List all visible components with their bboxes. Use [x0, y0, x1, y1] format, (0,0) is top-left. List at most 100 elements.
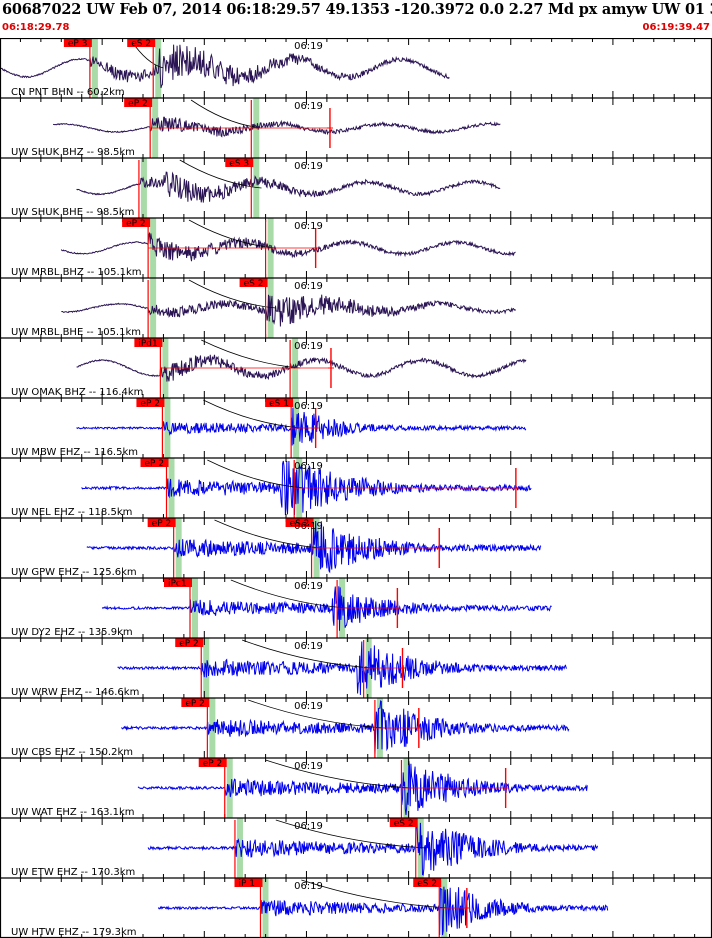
- minute-mark-label: 06:19: [294, 161, 323, 172]
- station-label: UW OMAK BHZ -- 116.4km: [11, 387, 143, 398]
- p-pick-label: eP 2: [140, 399, 160, 409]
- p-pick-label: eP 2: [203, 759, 223, 769]
- waveform-trace: [121, 700, 570, 756]
- station-label: UW HTW EHZ -- 179.3km: [11, 927, 137, 938]
- station-label: UW WRW EHZ -- 146.6km: [11, 687, 139, 698]
- station-label: UW SHUK BHZ -- 98.5km: [11, 147, 135, 158]
- travel-time-curve: [188, 219, 276, 249]
- trace-row: eP 2 06:19 UW SHUK BHZ -- 98.5km: [0, 97, 712, 158]
- trace-row: eP 2 eS 206:19 UW GPW EHZ -- 125.6km: [0, 517, 712, 578]
- travel-time-curve: [214, 519, 322, 549]
- s-pick-label: eS 1: [269, 399, 289, 409]
- time-ticks: [0, 338, 696, 398]
- s-pick-label: eS 2: [394, 819, 414, 829]
- trace-row: eP 2 eS 1 06:19 UW MBW EHZ -- 116.5km: [0, 397, 712, 458]
- s-pick-label: eS 3: [229, 159, 249, 169]
- trace-row: eS 3 06:19 UW SHUK BHE -- 98.5km: [0, 157, 712, 218]
- p-pick-label: eP 2: [145, 459, 165, 469]
- p-pick-flag: [124, 98, 153, 107]
- p-pick-label: eP 2: [179, 639, 199, 649]
- p-pick-flag: [136, 398, 165, 407]
- trace-row: eP 2 06:19 UW WAT EHZ -- 163.1km: [0, 757, 712, 818]
- time-ticks: [0, 578, 696, 638]
- s-pick-flag: [389, 818, 418, 827]
- waveform-trace: [117, 641, 567, 696]
- station-label: UW ETW EHZ -- 170.3km: [11, 867, 135, 878]
- p-pick-label: eP 3: [68, 39, 88, 49]
- minute-mark-label: 06:19: [294, 701, 323, 712]
- minute-mark-label: 06:19: [294, 881, 323, 892]
- p-window-band: [236, 818, 243, 878]
- p-pick-flag: [198, 758, 227, 767]
- travel-time-curve: [301, 879, 450, 909]
- waveform-trace: [61, 294, 516, 327]
- p-pick-flag: [234, 878, 263, 887]
- station-label: UW DY2 EHZ -- 135.9km: [11, 627, 133, 638]
- minute-mark-label: 06:19: [294, 281, 323, 292]
- p-pick-label: eP 2: [185, 699, 205, 709]
- waveform-trace: [157, 886, 609, 936]
- station-label: CN PNT BHN -- 60.2km: [11, 87, 125, 98]
- waveform-trace: [60, 231, 516, 262]
- station-label: UW GPW EHZ -- 125.6km: [11, 567, 137, 578]
- s-pick-label: eS 2: [131, 39, 151, 49]
- p-pick-flag: [134, 338, 163, 347]
- p-pick-flag: [181, 698, 210, 707]
- travel-time-curve: [190, 99, 262, 129]
- time-ticks: [0, 638, 696, 698]
- plot-header: 60687022 UW Feb 07, 2014 06:18:29.57 49.…: [0, 0, 712, 38]
- s-pick-flag: [265, 398, 294, 407]
- s-pick-label: eS 2: [417, 879, 437, 889]
- trace-row: eS 2 06:19 UW MRBL BHE -- 105.1km: [0, 277, 712, 338]
- s-pick-flag: [127, 38, 156, 47]
- minute-mark-label: 06:19: [294, 401, 323, 412]
- waveform-trace: [76, 407, 527, 446]
- trace-row: eP 3 eS 2 06:19 CN PNT BHN -- 60.2km: [0, 38, 712, 98]
- station-label: UW WAT EHZ -- 163.1km: [11, 807, 135, 818]
- minute-mark-label: 06:19: [294, 461, 323, 472]
- minute-mark-label: 06:19: [294, 761, 323, 772]
- waveform-trace: [76, 171, 501, 203]
- station-label: UW MRBL BHE -- 105.1km: [11, 327, 141, 338]
- p-window-band: [168, 458, 175, 518]
- minute-mark-label: 06:19: [294, 341, 323, 352]
- trace-row: eP 2 06:19 UW MRBL BHZ -- 105.1km: [0, 217, 712, 278]
- station-label: UW NEL EHZ -- 118.5km: [11, 507, 132, 518]
- p-pick-label: iP 1: [238, 879, 255, 889]
- trace-row: eP 2 06:19 UW WRW EHZ -- 146.6km: [0, 637, 712, 698]
- time-ticks: [0, 698, 696, 758]
- p-pick-label: iPd1: [138, 339, 157, 349]
- p-pick-flag: [147, 518, 176, 527]
- end-time-label: 06:19:39.47: [642, 22, 710, 33]
- p-pick-label: eP 2: [128, 99, 148, 109]
- trace-row: eS 2 06:19 UW ETW EHZ -- 170.3km: [0, 817, 712, 878]
- p-pick-label: iPc1: [168, 579, 187, 589]
- p-pick-flag: [63, 38, 92, 47]
- station-label: UW CBS EHZ -- 150.2km: [11, 747, 133, 758]
- travel-time-curve: [241, 639, 374, 669]
- time-ticks: [0, 218, 696, 278]
- trace-row: iP 1 eS 2 06:19 UW HTW EHZ -- 179.3km: [0, 877, 712, 938]
- event-title: 60687022 UW Feb 07, 2014 06:18:29.57 49.…: [2, 1, 712, 18]
- trace-row: eP 2 06:19 UW NEL EHZ -- 118.5km: [0, 457, 712, 518]
- s-pick-flag: [413, 878, 442, 887]
- minute-mark-label: 06:19: [294, 221, 323, 232]
- p-pick-flag: [122, 218, 151, 227]
- s-pick-label: eS 2: [244, 279, 264, 289]
- start-time-label: 06:18:29.78: [2, 22, 70, 33]
- minute-mark-label: 06:19: [294, 641, 323, 652]
- time-ticks: [0, 98, 696, 158]
- trace-row: iPd1 06:19 UW OMAK BHZ -- 116.4km: [0, 337, 712, 398]
- p-window-band: [91, 38, 98, 98]
- waveform-trace: [81, 460, 532, 516]
- time-ticks: [0, 758, 696, 818]
- trace-row: eP 2 06:19 UW CBS EHZ -- 150.2km: [0, 697, 712, 758]
- p-window-band: [140, 158, 147, 218]
- travel-time-curve: [179, 159, 262, 189]
- station-label: UW SHUK BHE -- 98.5km: [11, 207, 134, 218]
- s-pick-flag: [239, 278, 268, 287]
- p-pick-label: eP 2: [126, 219, 146, 229]
- waveform-trace: [53, 116, 501, 138]
- travel-time-curve: [188, 279, 276, 309]
